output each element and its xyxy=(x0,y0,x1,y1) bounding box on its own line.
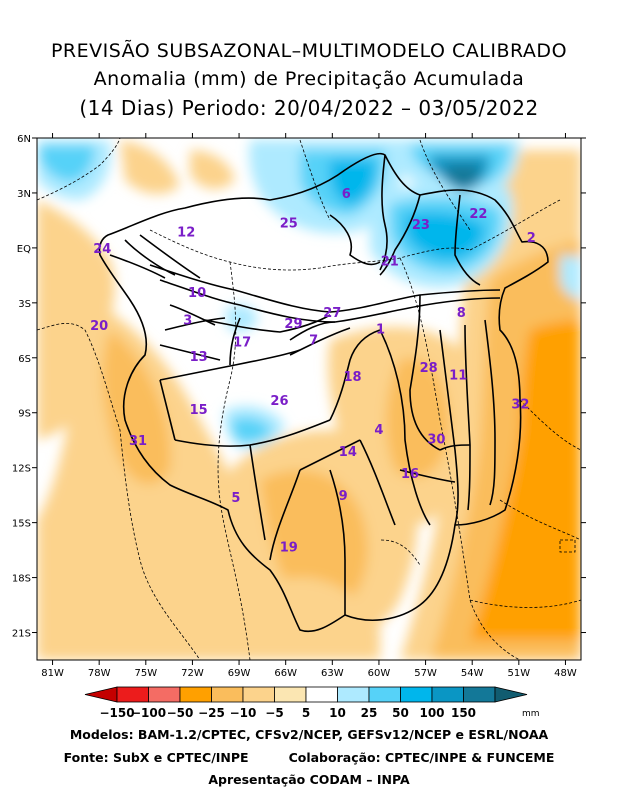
legend-swatch xyxy=(116,686,149,703)
political-borders xyxy=(37,138,581,660)
legend-unit: mm xyxy=(522,709,540,719)
basin-label: 20 xyxy=(90,319,108,334)
basin-labels: 1234567891011121314151617181920212223242… xyxy=(90,187,536,555)
basin-label: 3 xyxy=(183,313,192,328)
lon-label: 75W xyxy=(134,668,157,679)
basin-label: 19 xyxy=(280,540,298,555)
legend-label: 100 xyxy=(419,706,444,720)
lat-label: EQ xyxy=(17,244,31,255)
legend-swatch xyxy=(494,686,528,703)
anomaly-shading xyxy=(37,138,581,660)
lon-label: 48W xyxy=(554,668,577,679)
lon-label: 69W xyxy=(228,668,251,679)
color-legend: −150−100 −50 −25 −10 −5 5 10 25 50 100 150 mm xyxy=(84,686,540,720)
footer-models: Modelos: BAM-1.2/CPTEC, CFSv2/NCEP, GEFS… xyxy=(69,727,549,742)
title-line-1: PREVISÃO SUBSAZONAL–MULTIMODELO CALIBRAD… xyxy=(50,40,568,62)
lon-label: 51W xyxy=(508,668,531,679)
basin-label: 1 xyxy=(376,322,385,337)
basin-label: 13 xyxy=(190,350,208,365)
basin-label: 29 xyxy=(284,317,302,332)
basin-label: 21 xyxy=(381,255,399,270)
legend-swatch xyxy=(431,686,464,703)
legend-label: 25 xyxy=(361,706,378,720)
basin-label: 7 xyxy=(309,333,318,348)
legend-swatch xyxy=(211,686,244,703)
legend-label: 10 xyxy=(329,706,346,720)
footer-presentation: Apresentação CODAM – INPA xyxy=(208,772,410,787)
lon-label: 72W xyxy=(181,668,204,679)
basin-label: 11 xyxy=(449,368,467,383)
legend-swatch xyxy=(305,686,338,703)
legend-swatch xyxy=(337,686,370,703)
basin-label: 32 xyxy=(511,398,529,413)
legend-swatch xyxy=(274,686,307,703)
legend-swatch xyxy=(148,686,181,703)
lat-label: 15S xyxy=(12,519,31,530)
lat-label: 6N xyxy=(17,134,31,145)
lat-label: 18S xyxy=(12,574,31,585)
basin-label: 28 xyxy=(420,361,438,376)
map-frame xyxy=(36,137,582,661)
lat-label: 3S xyxy=(18,299,31,310)
basin-label: 5 xyxy=(231,491,240,506)
basin-label: 14 xyxy=(339,445,357,460)
basin-label: 12 xyxy=(177,225,195,240)
basin-label: 15 xyxy=(190,403,208,418)
lon-label: 81W xyxy=(41,668,64,679)
legend-swatch xyxy=(400,686,433,703)
lon-label: 66W xyxy=(274,668,297,679)
legend-label: −100 xyxy=(131,706,166,720)
legend-label: 50 xyxy=(392,706,409,720)
basin-label: 30 xyxy=(427,432,445,447)
basin-boundaries xyxy=(98,152,549,633)
legend-label: −25 xyxy=(198,706,225,720)
basin-label: 8 xyxy=(457,306,466,321)
legend-swatch xyxy=(242,686,275,703)
legend-label: −50 xyxy=(167,706,194,720)
legend-swatch xyxy=(84,686,118,703)
lat-label: 3N xyxy=(17,189,31,200)
basin-label: 23 xyxy=(412,218,430,233)
basin-label: 6 xyxy=(342,187,351,202)
basin-label: 16 xyxy=(401,467,419,482)
legend-label: 5 xyxy=(302,706,310,720)
basin-label: 31 xyxy=(129,434,147,449)
title-line-2: Anomalia (mm) de Precipitação Acumulada xyxy=(93,68,525,90)
lat-label: 21S xyxy=(12,629,31,640)
lat-label: 6S xyxy=(18,354,31,365)
basin-label: 2 xyxy=(527,231,536,246)
lat-label: 12S xyxy=(12,464,31,475)
legend-label: −10 xyxy=(230,706,257,720)
legend-swatch xyxy=(179,686,212,703)
basin-label: 18 xyxy=(343,370,361,385)
footer-source: Fonte: SubX e CPTEC/INPE xyxy=(63,750,249,765)
title-line-3: (14 Dias) Periodo: 20/04/2022 – 03/05/20… xyxy=(79,96,539,120)
footer-source-line: Fonte: SubX e CPTEC/INPE Colaboração: CPT… xyxy=(0,750,618,765)
basin-label: 26 xyxy=(270,394,288,409)
basin-label: 17 xyxy=(233,335,251,350)
basin-label: 9 xyxy=(339,489,348,504)
footer-collab: Colaboração: CPTEC/INPE & FUNCEME xyxy=(288,750,555,765)
lon-label: 63W xyxy=(321,668,344,679)
legend-label: 150 xyxy=(451,706,476,720)
lon-label: 78W xyxy=(88,668,111,679)
lon-label: 57W xyxy=(414,668,437,679)
axis-ticks: 6N 3N EQ 3S 6S 9S 12S 15S 18S 21S 81W 78W 75W 72W 69W 6… xyxy=(12,133,586,679)
lon-label: 60W xyxy=(368,668,391,679)
basin-label: 24 xyxy=(93,242,111,257)
legend-label: −5 xyxy=(265,706,283,720)
basin-label: 25 xyxy=(280,216,298,231)
legend-label: −150 xyxy=(99,706,134,720)
lat-label: 9S xyxy=(18,409,31,420)
lon-label: 54W xyxy=(461,668,484,679)
basin-label: 27 xyxy=(323,306,341,321)
basin-label: 10 xyxy=(188,286,206,301)
legend-swatch xyxy=(368,686,401,703)
legend-swatch xyxy=(463,686,496,703)
basin-label: 4 xyxy=(374,423,383,438)
basin-label: 22 xyxy=(469,207,487,222)
